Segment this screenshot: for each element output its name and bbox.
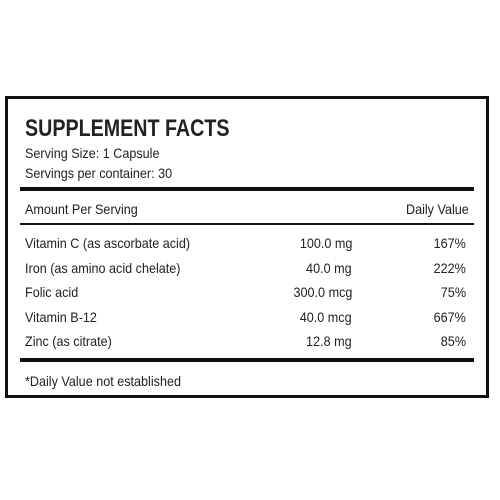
- daily-value: 167%: [433, 235, 466, 251]
- title: SUPPLEMENT FACTS: [25, 115, 230, 142]
- column-header: Amount Per Serving: [25, 201, 138, 217]
- serving-size: Serving Size: 1 Capsule: [25, 145, 160, 161]
- nutrient-amount: 40.0 mcg: [300, 308, 352, 325]
- daily-value: 85%: [440, 333, 466, 349]
- thick-rule: [20, 187, 474, 191]
- nutrient-amount: 100.0 mg: [299, 235, 352, 251]
- nutrient-amount: 40.0 mg: [306, 259, 352, 276]
- nutrient-name: Zinc (as citrate): [25, 333, 112, 349]
- nutrient-name: Vitamin C (as ascorbate acid): [25, 235, 191, 251]
- footnote: *Daily Value not established: [25, 373, 181, 389]
- nutrient-name: Vitamin B-12: [25, 308, 97, 325]
- nutrient-amount: 300.0 mcg: [293, 284, 352, 300]
- servings-per-container: Servings per container: 30: [25, 165, 173, 181]
- thick-rule: [20, 358, 474, 362]
- daily-value: 75%: [440, 284, 466, 300]
- supplement-facts-panel: SUPPLEMENT FACTS Serving Size: 1 Capsule…: [5, 96, 489, 398]
- nutrient-name: Folic acid: [25, 284, 79, 300]
- thin-rule: [20, 223, 474, 225]
- column-header: Daily Value: [406, 201, 469, 217]
- nutrient-amount: 12.8 mg: [306, 333, 352, 349]
- nutrient-name: Iron (as amino acid chelate): [25, 259, 181, 276]
- daily-value: 222%: [433, 259, 466, 276]
- daily-value: 667%: [433, 308, 466, 325]
